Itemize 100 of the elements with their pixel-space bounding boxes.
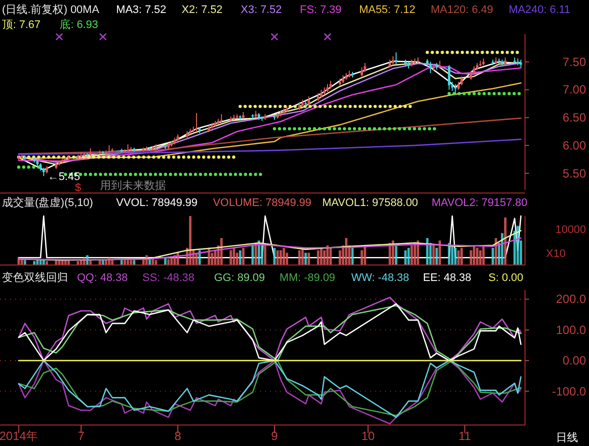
bar [120,260,123,265]
y-tick-label: 7.50 [562,54,586,69]
text: VOLUME: 78949.99 [212,197,312,209]
bar [242,248,244,265]
bar [426,238,429,265]
bar [479,250,482,265]
text: MAVOL1: 97588.00 [322,197,418,209]
text: X3: 7.52 [240,4,282,16]
bar [316,250,320,265]
text: EE: 48.38 [422,272,472,284]
text: X10 [546,248,566,260]
candlestick [438,60,441,70]
bar [500,233,504,265]
line-series [18,138,522,155]
bar [329,248,332,265]
bar [164,258,167,265]
text: MA240: 6.11 [508,4,570,16]
text: FS: 7.39 [300,4,342,16]
bar [460,248,463,265]
annotation: ←5.45 [48,171,80,184]
candlestick [479,60,482,67]
text: 10000 [555,224,586,236]
bar [451,245,454,265]
annotation: $ [74,182,82,194]
bar [438,240,441,265]
x-tick-label: 9 [271,429,278,443]
bar [189,216,192,265]
text: QQ: 48.38 [77,272,128,284]
text: GG: 89.09 [214,272,265,284]
x-tick-label: 10 [361,429,376,443]
bar [167,259,170,265]
y-tick-label: 7.00 [562,82,586,97]
bar [304,252,307,265]
bar [298,250,301,265]
candlestick [394,52,398,65]
bar [308,252,310,265]
text: MA120: 6.49 [430,4,494,16]
x-tick-label: 8 [174,429,182,443]
bar [320,248,322,265]
candlestick [429,61,432,74]
chart-title: 成交量(盘虚)(5,10) [2,196,94,209]
bar [360,250,364,265]
bar [280,250,282,265]
bar [251,245,254,265]
bar [33,261,36,265]
bar [238,250,242,265]
bar [132,260,136,265]
bar [364,245,366,265]
bar [414,242,416,265]
bar [276,250,279,265]
bar [345,238,348,265]
text: 日线 [556,431,578,444]
bar [516,226,519,265]
bar [232,248,236,265]
line-series [18,82,522,159]
bar [410,245,413,265]
bar [230,250,232,265]
bar [210,252,214,265]
text: VVOL: 78949.99 [116,197,198,209]
annotation: 用到未来数据 [100,179,166,192]
text: MA3: 7.52 [116,4,166,16]
y-tick-label: 5.50 [562,166,586,180]
bar [394,245,398,265]
bar [448,242,450,265]
text: SS: -48.38 [142,272,194,284]
line-series [18,117,522,154]
x-tick-label: 11 [458,429,472,443]
y-tick-label: 6.50 [562,110,586,125]
text: MM: -89.09 [280,272,336,284]
y-tick-label: 200.0 [556,292,586,306]
text: 顶: 7.67 [2,19,41,31]
bar [46,261,48,265]
text: X2: 7.52 [182,4,223,16]
bar [435,248,438,265]
x-tick-label: 7 [78,429,85,443]
candlestick [195,112,198,132]
text: S: 0.00 [488,272,524,284]
y-tick-label: 0.00 [562,354,586,368]
text: MAVOL2: 79157.80 [432,197,528,209]
text: MA55: 7.12 [359,4,416,16]
y-tick-label: 6.00 [562,138,586,152]
bar [282,248,286,265]
bar [264,245,266,265]
bar [476,248,478,265]
bar [258,240,260,265]
chart-title: 变色双线回归 [2,271,68,284]
candlestick [454,84,457,94]
bar [492,248,494,265]
bar [126,260,130,265]
x-tick-label: 2014年 [0,429,38,443]
bar [407,248,410,265]
text: 底: 6.93 [60,18,98,31]
y-tick-label: -100.0 [552,384,586,398]
bar [472,245,476,265]
text: WW: -48.38 [351,272,410,284]
bar [124,260,126,265]
y-tick-label: 100.0 [556,322,586,337]
bar [111,260,114,265]
bar [454,248,457,265]
candlestick [448,64,450,90]
